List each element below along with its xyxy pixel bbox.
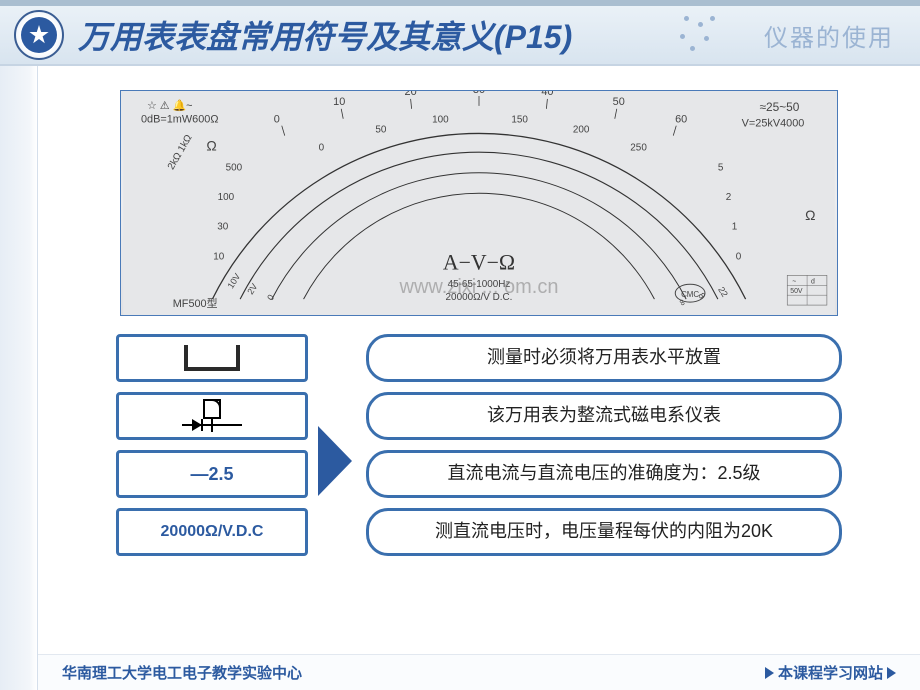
svg-text:Ω: Ω — [206, 137, 216, 153]
svg-text:10: 10 — [213, 251, 225, 262]
meter-dial-svg: ☆ ⚠ 🔔~ 0dB=1mW600Ω ≈25~50 V=25kV4000 0 — [121, 91, 837, 315]
table-row: 该万用表为整流式磁电系仪表 — [116, 392, 842, 440]
svg-text:60: 60 — [675, 114, 687, 126]
svg-text:5: 5 — [718, 162, 724, 173]
desc-box: 直流电流与直流电压的准确度为：2.5级 — [366, 450, 842, 498]
desc-box: 测量时必须将万用表水平放置 — [366, 334, 842, 382]
svg-text:100: 100 — [218, 192, 235, 203]
triangle-right-icon — [887, 667, 896, 679]
symbol-box-accuracy: —2.5 — [116, 450, 308, 498]
table-row: 20000Ω/V.D.C 测直流电压时，电压量程每伏的内阻为20K — [116, 508, 842, 556]
svg-text:0: 0 — [274, 114, 280, 126]
svg-text:40: 40 — [541, 91, 553, 98]
svg-text:☆ ⚠ 🔔~: ☆ ⚠ 🔔~ — [147, 99, 193, 112]
arrow-connector-icon — [312, 426, 372, 496]
desc-box: 该万用表为整流式磁电系仪表 — [366, 392, 842, 440]
symbol-box-rectifier — [116, 392, 308, 440]
triangle-right-icon — [765, 667, 774, 679]
symbol-box-horizontal — [116, 334, 308, 382]
svg-text:Ω: Ω — [805, 207, 815, 223]
svg-text:d: d — [811, 278, 815, 285]
svg-text:100: 100 — [432, 115, 449, 126]
symbol-rows: 测量时必须将万用表水平放置 该万用表为整流式磁电系仪表 —2.5 — [116, 334, 842, 556]
meter-tr2: V=25kV4000 — [742, 118, 805, 130]
svg-text:250: 250 — [630, 142, 647, 153]
svg-text:500: 500 — [226, 162, 243, 173]
slide-header: 万用表表盘常用符号及其意义(P15) 仪器的使用 — [0, 6, 920, 66]
svg-text:50: 50 — [613, 96, 625, 108]
footer-institution: 华南理工大学电工电子教学实验中心 — [62, 662, 765, 683]
svg-text:30: 30 — [217, 222, 229, 233]
symbol-box-impedance: 20000Ω/V.D.C — [116, 508, 308, 556]
table-row: —2.5 直流电流与直流电压的准确度为：2.5级 — [116, 450, 842, 498]
svg-text:1: 1 — [732, 222, 738, 233]
meter-tr1: ≈25~50 — [759, 100, 799, 114]
multimeter-dial-image: ☆ ⚠ 🔔~ 0dB=1mW600Ω ≈25~50 V=25kV4000 0 — [120, 90, 838, 316]
slide-subtitle: 仪器的使用 — [764, 18, 894, 53]
svg-text:0: 0 — [319, 142, 325, 153]
desc-box: 测直流电压时，电压量程每伏的内阻为20K — [366, 508, 842, 556]
svg-text:50: 50 — [375, 125, 387, 136]
university-logo — [14, 10, 64, 60]
svg-text:150: 150 — [511, 115, 528, 126]
footer-link-label: 本课程学习网站 — [778, 662, 883, 683]
meter-center-label: A−V−Ω — [443, 250, 515, 274]
svg-text:10: 10 — [333, 96, 345, 108]
svg-text:20000Ω/V D.C.: 20000Ω/V D.C. — [446, 292, 513, 303]
svg-text:2: 2 — [726, 192, 732, 203]
svg-text:30: 30 — [473, 91, 485, 96]
svg-text:50V: 50V — [790, 288, 803, 295]
slide-title: 万用表表盘常用符号及其意义(P15) — [78, 12, 764, 58]
meter-model: MF500型 — [173, 296, 218, 310]
table-row: 测量时必须将万用表水平放置 — [116, 334, 842, 382]
svg-text:20: 20 — [405, 91, 417, 98]
footer-link[interactable]: 本课程学习网站 — [765, 662, 896, 683]
left-gradient-border — [0, 66, 38, 690]
meter-db-label: 0dB=1mW600Ω — [141, 114, 218, 126]
slide-content: ☆ ⚠ 🔔~ 0dB=1mW600Ω ≈25~50 V=25kV4000 0 — [38, 66, 920, 654]
logo-emblem-icon — [21, 17, 57, 53]
horizontal-placement-icon — [184, 345, 240, 371]
svg-text:CMC: CMC — [681, 290, 699, 299]
svg-text:45-65-1000Hz: 45-65-1000Hz — [448, 279, 511, 290]
slide-footer: 华南理工大学电工电子教学实验中心 本课程学习网站 — [38, 654, 920, 690]
rectifier-meter-icon — [177, 397, 247, 435]
svg-text:200: 200 — [573, 125, 590, 136]
svg-text:0: 0 — [736, 251, 742, 262]
svg-text:~: ~ — [792, 278, 796, 285]
